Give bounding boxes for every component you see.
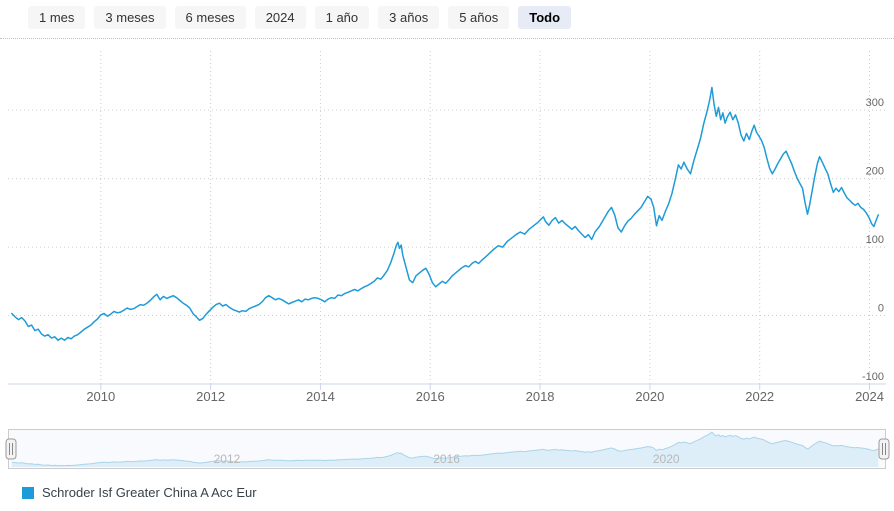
- navigator-svg[interactable]: 2012 2016 2020: [0, 429, 894, 469]
- svg-text:100: 100: [866, 234, 884, 246]
- range-button-3-meses[interactable]: 3 meses: [94, 6, 166, 29]
- series-line: [11, 86, 880, 341]
- range-button-1-mes[interactable]: 1 mes: [28, 6, 86, 29]
- navigator[interactable]: 2012 2016 2020: [0, 429, 894, 469]
- navigator-left-handle[interactable]: [5, 438, 17, 460]
- svg-text:-100: -100: [862, 371, 884, 383]
- range-button-2024[interactable]: 2024: [254, 6, 306, 29]
- svg-text:0: 0: [878, 303, 884, 315]
- range-button-todo[interactable]: Todo: [518, 6, 572, 29]
- navigator-series-line: [11, 431, 879, 467]
- svg-text:2012: 2012: [214, 452, 241, 466]
- svg-text:2020: 2020: [653, 452, 680, 466]
- y-axis-labels: -100 0 100 200 300: [862, 97, 884, 383]
- svg-text:2018: 2018: [526, 389, 555, 404]
- svg-text:2014: 2014: [306, 389, 335, 404]
- range-button-3-a-os[interactable]: 3 años: [378, 6, 440, 29]
- svg-text:2020: 2020: [635, 389, 664, 404]
- main-chart-area[interactable]: 2010 2012 2014 2016 2018 2020 2022 2024 -100 0 100…: [0, 39, 894, 409]
- legend: Schroder Isf Greater China A Acc Eur: [22, 485, 894, 500]
- x-axis-labels: 2010 2012 2014 2016 2018 2020 2022 2024: [86, 384, 884, 404]
- svg-text:2010: 2010: [86, 389, 115, 404]
- svg-text:2016: 2016: [416, 389, 445, 404]
- svg-text:300: 300: [866, 97, 884, 109]
- legend-swatch: [22, 486, 34, 499]
- svg-text:200: 200: [866, 166, 884, 178]
- gridlines: [8, 51, 886, 384]
- svg-text:2016: 2016: [433, 452, 460, 466]
- range-button-1-a-o[interactable]: 1 año: [314, 6, 370, 29]
- legend-item[interactable]: Schroder Isf Greater China A Acc Eur: [22, 485, 257, 500]
- range-selector: 1 mes 3 meses 6 meses 2024 1 año 3 años 5 años…: [0, 0, 894, 39]
- svg-text:2012: 2012: [196, 389, 225, 404]
- navigator-right-handle[interactable]: [878, 438, 890, 460]
- range-button-6-meses[interactable]: 6 meses: [174, 6, 246, 29]
- svg-text:2022: 2022: [745, 389, 774, 404]
- navigator-year-labels: 2012 2016 2020: [214, 452, 680, 466]
- svg-text:2024: 2024: [855, 389, 884, 404]
- legend-label: Schroder Isf Greater China A Acc Eur: [42, 485, 257, 500]
- range-button-5-a-os[interactable]: 5 años: [448, 6, 510, 29]
- price-chart-svg[interactable]: 2010 2012 2014 2016 2018 2020 2022 2024 -100 0 100…: [0, 39, 894, 409]
- navigator-series-area: [11, 432, 879, 467]
